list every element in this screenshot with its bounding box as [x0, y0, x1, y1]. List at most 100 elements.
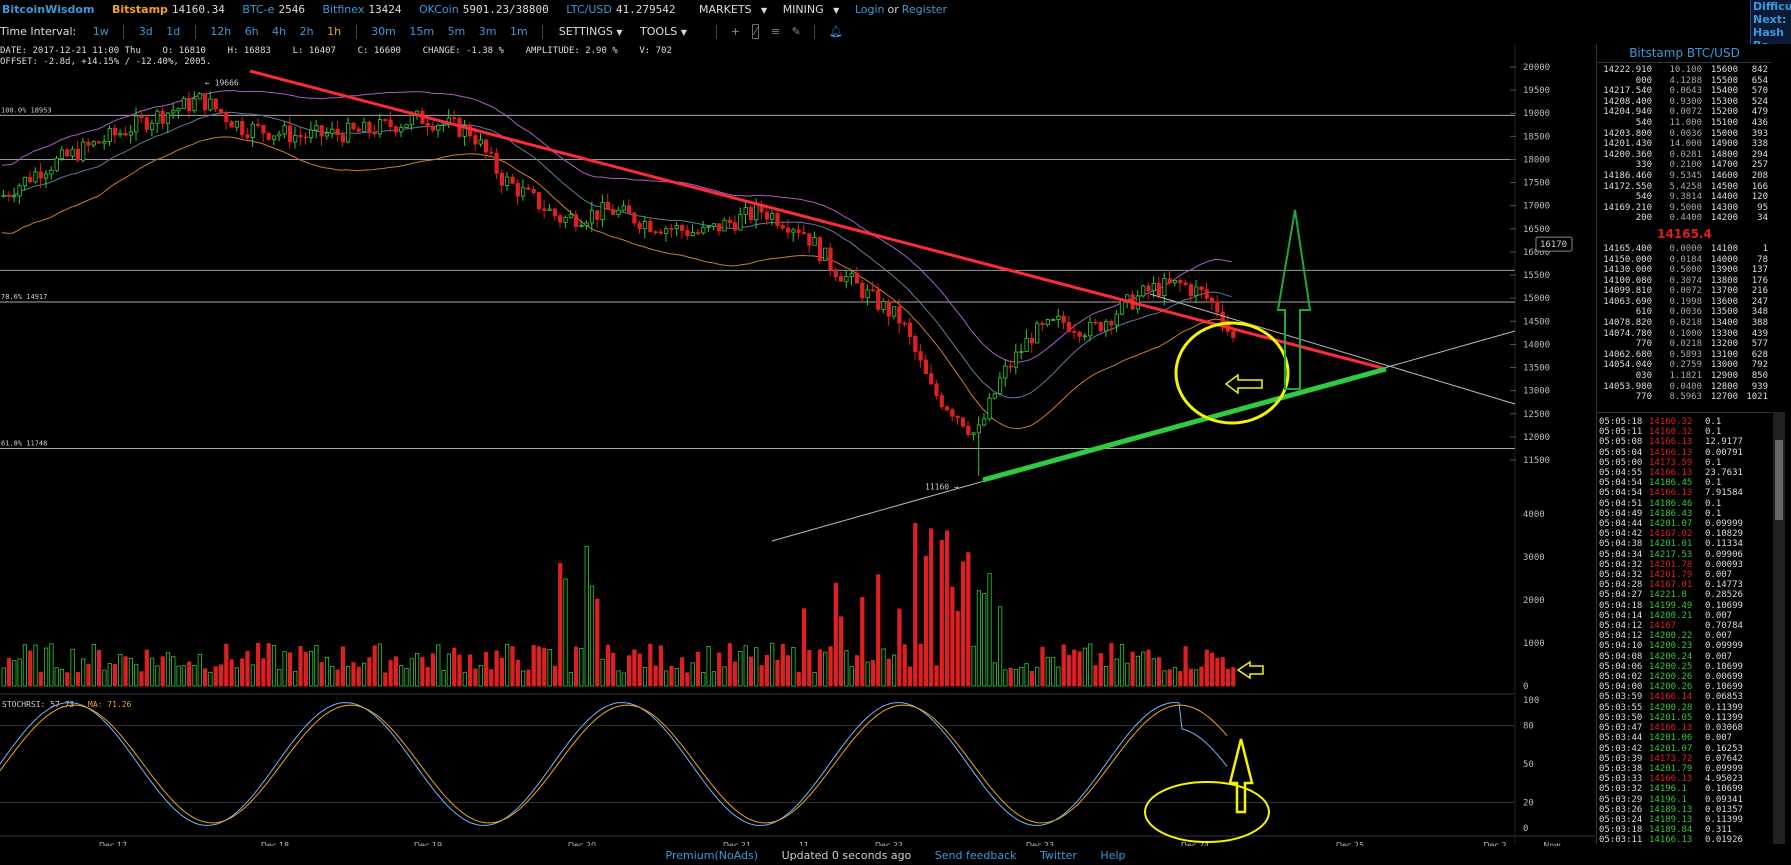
- premium-link[interactable]: Premium(NoAds): [665, 849, 759, 862]
- interval-1d[interactable]: 1d: [166, 25, 181, 38]
- ticker-btce-price: 2546: [278, 3, 305, 16]
- volume-bar: [510, 646, 515, 687]
- trade-time: 05:05:04: [1599, 447, 1643, 458]
- twitter-link[interactable]: Twitter: [1040, 849, 1077, 862]
- trade-price: 14200.25: [1649, 661, 1693, 672]
- interval-12h[interactable]: 12h: [210, 25, 232, 38]
- tools-menu[interactable]: TOOLS ▼: [640, 25, 687, 38]
- trade-row: 05:04:02 14200.26 0.00699: [1597, 672, 1772, 682]
- trades-scrollbar-thumb[interactable]: [1775, 440, 1783, 520]
- mining-menu[interactable]: MINING ▼: [783, 0, 846, 21]
- volume-bar: [1077, 651, 1082, 687]
- candle-body: [1151, 283, 1156, 292]
- candle-body: [112, 128, 118, 136]
- candle-body: [118, 132, 123, 136]
- login-link[interactable]: Login: [854, 3, 885, 16]
- separator: [194, 25, 196, 39]
- interval-1m[interactable]: 1m: [510, 25, 528, 38]
- volume-bar: [1066, 654, 1072, 687]
- volume-bar: [128, 658, 133, 687]
- ask-cell: 0.0036: [1669, 128, 1702, 139]
- candle-body: [584, 222, 589, 226]
- candle-body: [393, 126, 399, 133]
- candle-body: [886, 301, 891, 317]
- price-chart[interactable]: 100.0% 18953 78.6% 14917 61.8% 11748 STOCH…: [0, 44, 1595, 846]
- bid-cell: 13300: [1710, 328, 1738, 339]
- ticker-okcoin-name[interactable]: OKCoin: [418, 3, 459, 16]
- trade-price: 14200.28: [1649, 702, 1693, 713]
- help-link[interactable]: Help: [1100, 849, 1126, 862]
- bid-cell: 0.1998: [1669, 296, 1702, 307]
- brand-logo[interactable]: BitcoinWisdom: [2, 3, 95, 16]
- volume-bar: [823, 651, 828, 687]
- ask-cell: 257: [1751, 160, 1768, 171]
- volume-bar: [939, 540, 944, 687]
- interval-4h[interactable]: 4h: [272, 25, 287, 38]
- ask-cell: 4.1288: [1669, 75, 1702, 86]
- interval-2h[interactable]: 2h: [299, 25, 314, 38]
- interval-30m[interactable]: 30m: [371, 25, 396, 38]
- interval-5m[interactable]: 5m: [447, 25, 466, 38]
- bid-cell: 1: [1762, 243, 1768, 254]
- bid-cell: 0.2759: [1669, 360, 1702, 371]
- tools-menu-label: TOOLS: [640, 25, 678, 38]
- ask-cell: 166: [1751, 181, 1768, 192]
- volume-bar: [1008, 667, 1013, 687]
- trade-time: 05:04:14: [1599, 610, 1643, 621]
- candle-body: [97, 141, 102, 144]
- candle-body: [1109, 321, 1114, 326]
- candle-body: [1162, 278, 1167, 296]
- pen-tool-icon[interactable]: ✎: [791, 25, 801, 38]
- markets-menu[interactable]: MARKETS ▼: [699, 0, 773, 21]
- trade-amount: 0.10699: [1705, 661, 1743, 672]
- stochrsi-tick-label: 20: [1523, 798, 1534, 808]
- ask-cell: 14201.430: [1603, 139, 1652, 150]
- volume-bar: [261, 658, 266, 687]
- settings-menu[interactable]: SETTINGS ▼: [559, 25, 623, 38]
- ticker-ltcusd-name[interactable]: LTC/USD: [566, 3, 612, 16]
- trade-time: 05:04:06: [1599, 661, 1643, 672]
- interval-3d[interactable]: 3d: [138, 25, 153, 38]
- candle-body: [452, 117, 457, 120]
- volume-bar: [971, 645, 976, 687]
- interval-1w[interactable]: 1w: [92, 25, 109, 38]
- alert-bell-icon[interactable]: 🔔︎: [828, 25, 843, 38]
- ask-row: 14169.210 9.5000 14300 95: [1597, 203, 1772, 214]
- volume-bar: [102, 669, 107, 687]
- trade-time: 05:04:54: [1599, 488, 1643, 499]
- volume-bar: [149, 657, 155, 687]
- interval-15m[interactable]: 15m: [409, 25, 435, 38]
- volume-bar: [91, 644, 96, 687]
- interval-1h[interactable]: 1h: [327, 25, 342, 38]
- candle-body: [1178, 279, 1183, 284]
- interval-3m[interactable]: 3m: [478, 25, 497, 38]
- volume-bar: [1109, 643, 1114, 687]
- candle-body: [160, 110, 165, 124]
- orderbook-title[interactable]: Bitstamp BTC/USD: [1597, 44, 1772, 63]
- ticker-bitstamp-name[interactable]: Bitstamp: [111, 3, 168, 16]
- candle-body: [6, 194, 12, 197]
- volume-bar: [430, 653, 436, 687]
- volume-bar: [38, 671, 43, 687]
- volume-bar: [404, 668, 409, 687]
- candle-body: [690, 232, 695, 236]
- trade-time: 05:03:59: [1599, 692, 1643, 703]
- candle-body: [950, 409, 955, 417]
- interval-6h[interactable]: 6h: [244, 25, 259, 38]
- volume-bar: [197, 654, 202, 687]
- ask-row: 14200.360 0.0281 14800 294: [1597, 150, 1772, 161]
- volume-bar: [770, 642, 775, 687]
- feedback-link[interactable]: Send feedback: [934, 849, 1017, 862]
- fibonacci-tool-icon[interactable]: ≡: [770, 25, 781, 38]
- candle-body: [801, 232, 807, 235]
- annotation-arrow-left: [1224, 373, 1263, 395]
- volume-bar: [28, 650, 33, 687]
- crosshair-tool-icon[interactable]: +: [730, 25, 741, 38]
- trades-scrollbar[interactable]: [1773, 412, 1785, 844]
- register-link[interactable]: Register: [901, 3, 948, 16]
- ticker-btce-name[interactable]: BTC-e: [242, 3, 275, 16]
- trade-amount: 0.70784: [1705, 621, 1743, 632]
- line-tool-icon[interactable]: ⁄: [751, 24, 760, 39]
- ticker-bitfinex-name[interactable]: Bitfinex: [322, 3, 365, 16]
- ask-cell: 0.0281: [1669, 149, 1702, 160]
